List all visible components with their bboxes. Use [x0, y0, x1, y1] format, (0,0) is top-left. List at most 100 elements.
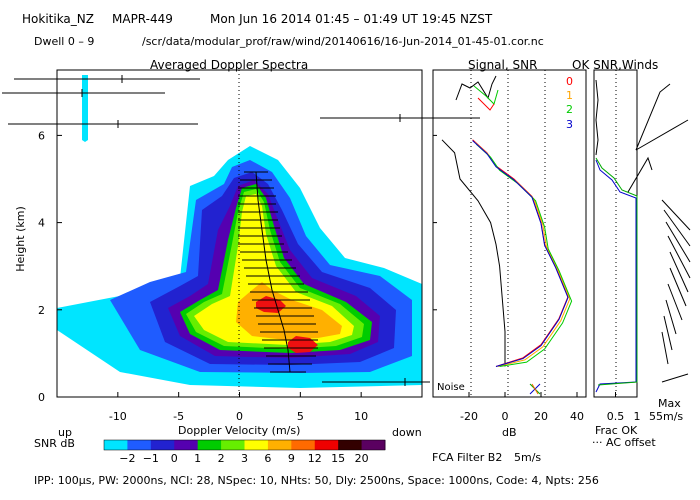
signal-x-label: dB — [502, 426, 517, 439]
wind-barb — [663, 209, 691, 247]
signal-line — [472, 140, 569, 367]
y-tick-label: 2 — [38, 304, 45, 317]
colorbar-swatch — [104, 440, 128, 450]
x-axis-label: Doppler Velocity (m/s) — [178, 424, 301, 437]
colorbar-swatch — [361, 440, 386, 450]
signal-line — [441, 139, 506, 367]
signal-frame — [432, 69, 587, 398]
colorbar-swatch — [267, 440, 292, 450]
colorbar-swatch — [291, 440, 316, 450]
wind-barb — [661, 373, 689, 383]
x-down-label: down — [392, 426, 422, 439]
y-tick-label: 6 — [38, 129, 45, 142]
noise-top-squiggle — [473, 85, 499, 105]
colorbar-swatch — [197, 440, 222, 450]
frac-ok-line — [595, 157, 638, 386]
ac-offset-text: AC offset — [606, 436, 656, 449]
wind-barb — [665, 299, 677, 335]
wind-barb — [663, 315, 673, 351]
colorbar-tick-label: 15 — [331, 452, 345, 465]
signal-axis-ticks: -20 0 20 40 — [433, 134, 584, 423]
ok-title: OK SNR,Winds — [572, 58, 659, 72]
colorbar-tick-label: 9 — [288, 452, 295, 465]
ok-axis-ticks: 0.5 1 — [607, 392, 641, 423]
x-tick-label: 10 — [354, 410, 368, 423]
ok-x-tick-label: 0.5 — [607, 410, 625, 423]
ok-x-tick-label: 1 — [634, 410, 641, 423]
radar-params: IPP: 100μs, PW: 2000ns, NCI: 28, NSpec: … — [34, 474, 599, 487]
site-name: Hokitika_NZ — [22, 12, 94, 26]
ok-panel: 0.5 1 — [593, 69, 691, 423]
wind-barb — [635, 83, 671, 151]
snr-colorbar: −2 −1 0 1 2 3 6 9 12 15 20 — [103, 439, 386, 465]
colorbar-swatch — [150, 440, 175, 450]
dwell-range: Dwell 0 – 9 — [34, 35, 95, 48]
wind-barb — [661, 199, 691, 231]
frac-ok-label: Frac OK — [595, 424, 638, 437]
x-up-label: up — [58, 426, 72, 439]
colorbar-tick-label: 20 — [355, 452, 369, 465]
signal-x-tick-label: 40 — [570, 410, 584, 423]
mean-velocity-line — [255, 171, 291, 373]
colorbar-tick-label: 12 — [308, 452, 322, 465]
wind-barb — [661, 331, 669, 365]
wind-barb — [669, 267, 687, 307]
colorbar-swatch — [244, 440, 269, 450]
file-path: /scr/data/modular_prof/raw/wind/20140616… — [142, 35, 544, 48]
max-label: Max — [658, 397, 681, 410]
legend-0: 0 — [566, 75, 573, 88]
legend-3: 3 — [566, 118, 573, 131]
datetime: Mon Jun 16 2014 01:45 – 01:49 UT 19:45 N… — [210, 12, 493, 26]
wind-barb — [635, 119, 689, 151]
x-tick-label: -5 — [173, 410, 184, 423]
wind-barb — [667, 235, 691, 279]
outlier-lines — [2, 75, 480, 386]
wind-barbs — [627, 83, 691, 383]
wind-barb — [665, 221, 691, 263]
colorbar-tick-label: −1 — [143, 452, 159, 465]
signal-x-tick-label: 20 — [534, 410, 548, 423]
spectral-width-bars — [238, 171, 318, 373]
wind-barb — [667, 283, 683, 321]
ac-offset-dots: ··· — [592, 436, 603, 449]
noise-top-squiggle — [455, 75, 497, 101]
colorbar-outline — [103, 439, 386, 451]
y-tick-label: 0 — [38, 391, 45, 404]
radar-id: MAPR-449 — [112, 12, 173, 26]
max-speed: 55m/s — [649, 410, 684, 423]
wind-barb — [669, 251, 689, 293]
frac-ok-line — [595, 159, 637, 393]
main-axis-ticks: -10 -5 0 5 10 0 2 4 6 — [38, 129, 368, 423]
colorbar-swatch — [221, 440, 245, 450]
colorbar-tick-label: 2 — [218, 452, 225, 465]
contour-yellow — [194, 194, 354, 345]
signal-series — [441, 139, 573, 367]
signal-title: Signal, SNR — [468, 58, 538, 72]
noise-marker — [531, 383, 539, 395]
colorbar-swatch — [174, 440, 199, 450]
noise-label: Noise — [437, 382, 465, 393]
signal-panel: -20 0 20 40 — [432, 69, 587, 423]
contour-orange — [236, 282, 342, 340]
spectra-title: Averaged Doppler Spectra — [150, 58, 309, 72]
colorbar-swatch — [338, 440, 363, 450]
colorbar-label: SNR dB — [34, 437, 75, 450]
y-tick-label: 4 — [38, 217, 45, 230]
noise-top-squiggle — [477, 97, 495, 111]
signal-line — [472, 139, 569, 367]
fca-filter: FCA Filter B2 — [432, 451, 503, 464]
colorbar-swatch — [127, 440, 152, 450]
spike-cyan — [82, 75, 88, 142]
ac-offset-label: ··· AC offset — [592, 436, 656, 450]
wind-barb — [627, 156, 653, 193]
spectra-contours — [57, 75, 422, 388]
colorbar-swatch — [314, 440, 339, 450]
signal-x-tick-label: 0 — [502, 410, 509, 423]
colorbar-tick-label: 1 — [194, 452, 201, 465]
fca-speed: 5m/s — [514, 451, 542, 464]
signal-x-tick-label: -20 — [460, 410, 478, 423]
x-tick-label: -10 — [109, 410, 127, 423]
legend-1: 1 — [566, 89, 573, 102]
signal-line — [475, 143, 573, 367]
colorbar-tick-label: 3 — [241, 452, 248, 465]
